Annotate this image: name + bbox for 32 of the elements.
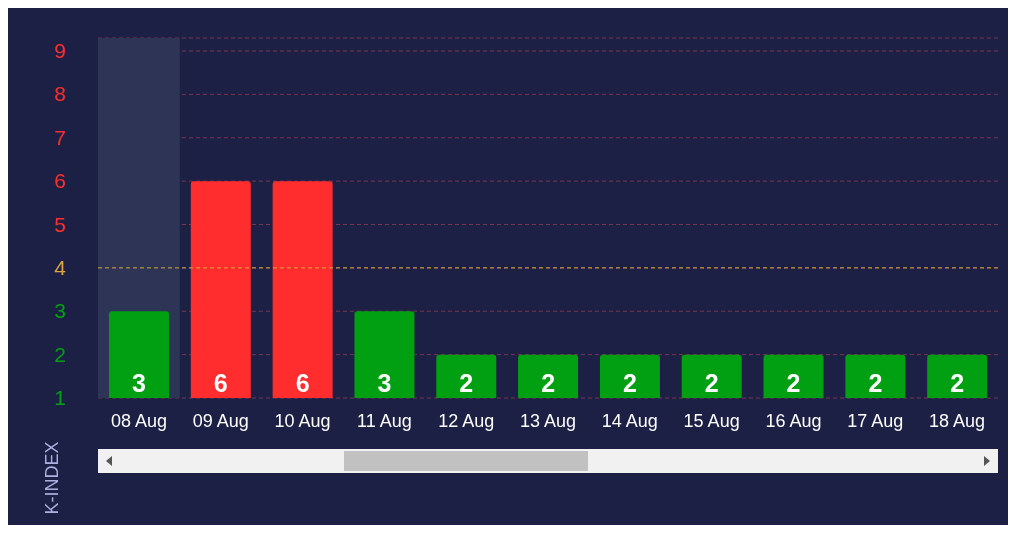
data-label: 2 <box>704 369 719 397</box>
x-tick-label: 13 Aug <box>519 410 577 431</box>
x-tick-label: 17 Aug <box>847 410 904 431</box>
data-label: 2 <box>950 369 965 397</box>
y-tick-label: 2 <box>54 342 66 366</box>
data-label: 3 <box>377 369 392 397</box>
y-tick-label: 1 <box>54 386 66 409</box>
y-tick-label: 9 <box>54 39 66 63</box>
x-tick-label: 11 Aug <box>357 410 412 431</box>
x-tick-label: 09 Aug <box>192 410 249 431</box>
data-label: 6 <box>213 369 228 397</box>
data-label: 2 <box>459 369 474 397</box>
y-axis-title: K-INDEX <box>41 441 63 515</box>
x-tick-label: 14 Aug <box>601 410 658 431</box>
data-label: 3 <box>132 369 146 397</box>
x-tick-label: 12 Aug <box>438 410 495 431</box>
x-tick-label: 10 Aug <box>274 410 331 431</box>
x-tick-label: 08 Aug <box>110 410 167 431</box>
x-tick-label: 18 Aug <box>929 410 986 431</box>
x-tick-label: 15 Aug <box>683 410 740 431</box>
data-label: 2 <box>541 369 556 397</box>
y-tick-label: 8 <box>54 82 66 106</box>
y-tick-label: 4 <box>54 255 67 279</box>
y-tick-label: 7 <box>54 125 66 149</box>
data-label: 2 <box>868 369 883 397</box>
x-tick-label: 16 Aug <box>765 410 822 431</box>
y-tick-label: 5 <box>54 212 66 236</box>
data-label: 2 <box>622 369 637 397</box>
y-tick-label: 6 <box>54 169 66 193</box>
data-label: 2 <box>786 369 801 397</box>
data-label: 6 <box>295 369 310 397</box>
y-tick-label: 3 <box>54 299 66 323</box>
